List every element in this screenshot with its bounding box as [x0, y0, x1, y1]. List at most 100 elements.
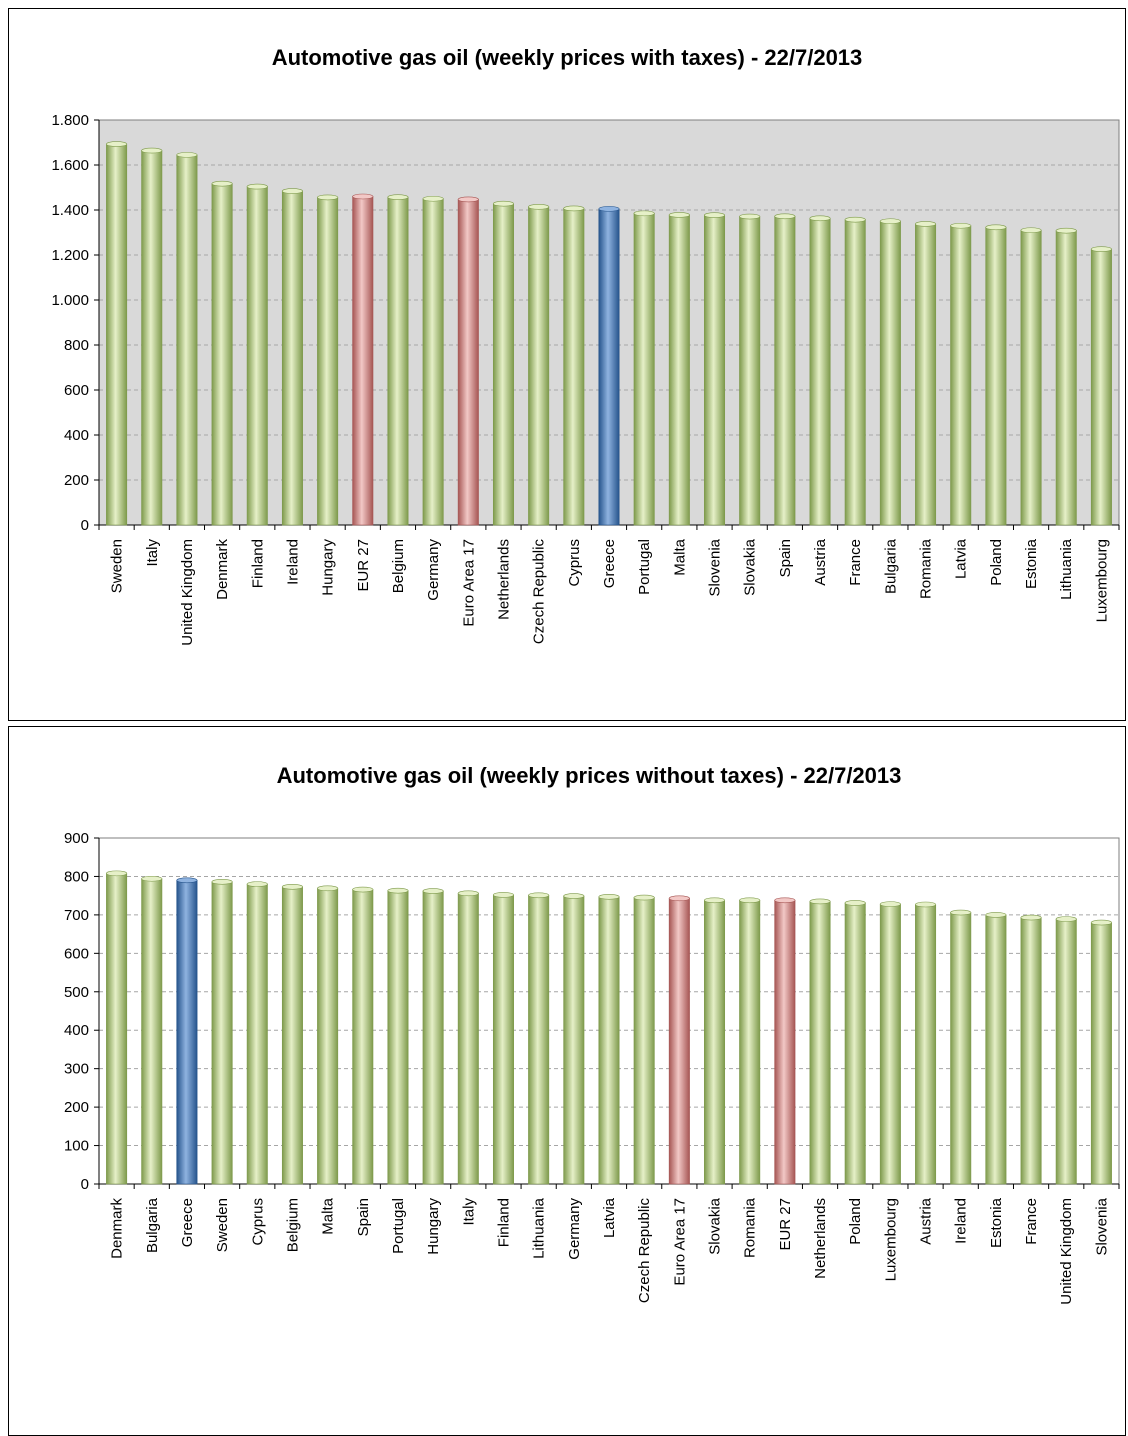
chart-panel-with-taxes: Automotive gas oil (weekly prices with t… [8, 8, 1126, 721]
x-category-label: Slovenia [707, 538, 724, 596]
bar-cap [598, 206, 620, 212]
x-category-label: Portugal [636, 539, 653, 595]
y-tick-label: 1.600 [51, 157, 89, 174]
bar [633, 897, 655, 1185]
y-tick-label: 800 [64, 868, 89, 885]
x-category-label: Greece [601, 539, 618, 588]
y-tick-label: 700 [64, 907, 89, 924]
bar [774, 899, 796, 1185]
bar-cap [492, 892, 514, 898]
y-tick-label: 1.200 [51, 247, 89, 264]
x-category-label: Euro Area 17 [460, 539, 477, 627]
bar [985, 914, 1007, 1185]
bar [809, 901, 831, 1185]
bar [387, 890, 409, 1185]
y-tick-label: 0 [81, 517, 89, 534]
x-category-label: Lithuania [531, 1197, 548, 1259]
bar [1020, 917, 1042, 1185]
bar [492, 203, 514, 526]
x-category-label: EUR 27 [355, 539, 372, 592]
bar [950, 225, 972, 526]
bar [281, 190, 303, 526]
x-category-label: Ireland [284, 539, 301, 585]
x-category-label: Hungary [320, 539, 337, 596]
bar [422, 198, 444, 526]
x-category-label: Denmark [214, 539, 231, 600]
x-category-label: Luxembourg [1093, 539, 1110, 622]
y-tick-label: 500 [64, 984, 89, 1001]
bar-cap [985, 912, 1007, 918]
x-category-label: Poland [988, 539, 1005, 586]
y-tick-label: 200 [64, 1099, 89, 1116]
x-category-label: Belgium [284, 1198, 301, 1252]
bar-cap [246, 183, 268, 190]
bar [211, 183, 233, 526]
x-category-label: Estonia [988, 1197, 1005, 1248]
bar-cap [668, 212, 690, 218]
bar-cap [141, 875, 163, 882]
bar [563, 208, 585, 526]
x-category-label: Finland [495, 1198, 512, 1247]
x-category-label: Sweden [214, 1198, 231, 1252]
bar [598, 208, 620, 526]
bar-cap [774, 213, 796, 220]
bar-cap [246, 881, 268, 887]
bar-cap [809, 898, 831, 905]
x-category-label: Germany [425, 539, 442, 601]
bar-cap [1090, 919, 1112, 926]
x-category-label: Finland [249, 539, 266, 588]
x-category-label: Malta [320, 1197, 337, 1234]
bar-cap [633, 210, 655, 217]
chart-title: Automotive gas oil (weekly prices with t… [272, 45, 863, 70]
x-category-label: Luxembourg [882, 1198, 899, 1281]
y-tick-label: 100 [64, 1138, 89, 1155]
x-category-label: Sweden [109, 539, 126, 593]
x-category-label: Slovenia [1093, 1197, 1110, 1255]
x-category-label: Greece [179, 1198, 196, 1247]
bar-cap [387, 887, 409, 894]
x-category-label: France [847, 539, 864, 586]
bar-cap [915, 901, 937, 908]
x-category-label: Poland [847, 1198, 864, 1245]
bar-cap [211, 180, 233, 187]
x-category-label: Cyprus [566, 539, 583, 587]
bar-cap [844, 216, 866, 223]
bar [1090, 922, 1112, 1185]
bar-cap [141, 147, 163, 154]
bar [141, 150, 163, 526]
y-tick-label: 400 [64, 427, 89, 444]
y-tick-label: 1.000 [51, 292, 89, 309]
y-tick-label: 1.800 [51, 112, 89, 129]
x-category-label: United Kingdom [179, 539, 196, 646]
bar [106, 143, 128, 526]
y-tick-label: 300 [64, 1061, 89, 1078]
bar-cap [106, 870, 128, 877]
bar-cap [352, 193, 374, 200]
x-category-label: Spain [355, 1198, 372, 1236]
bar [317, 197, 339, 526]
x-category-label: Romania [742, 1197, 759, 1258]
x-category-label: France [1023, 1198, 1040, 1245]
bar-cap [774, 897, 796, 904]
bar [352, 889, 374, 1185]
bar-cap [1090, 246, 1112, 252]
bar-cap [844, 900, 866, 906]
bar [457, 893, 479, 1185]
bar-cap [985, 224, 1007, 231]
x-category-label: Malta [671, 538, 688, 575]
x-category-label: Estonia [1023, 538, 1040, 589]
bar [915, 223, 937, 526]
bar [774, 216, 796, 526]
y-tick-label: 1.400 [51, 202, 89, 219]
bar-cap [668, 895, 690, 902]
bar-cap [1020, 227, 1042, 234]
x-category-label: Slovakia [742, 538, 759, 595]
x-category-label: Netherlands [495, 539, 512, 620]
bar-cap [422, 195, 444, 202]
bar-cap [739, 213, 761, 220]
bar-cap [598, 894, 620, 900]
bar [422, 890, 444, 1185]
bar-cap [704, 897, 726, 904]
bar-cap [176, 877, 198, 884]
x-category-label: Austria [812, 538, 829, 585]
